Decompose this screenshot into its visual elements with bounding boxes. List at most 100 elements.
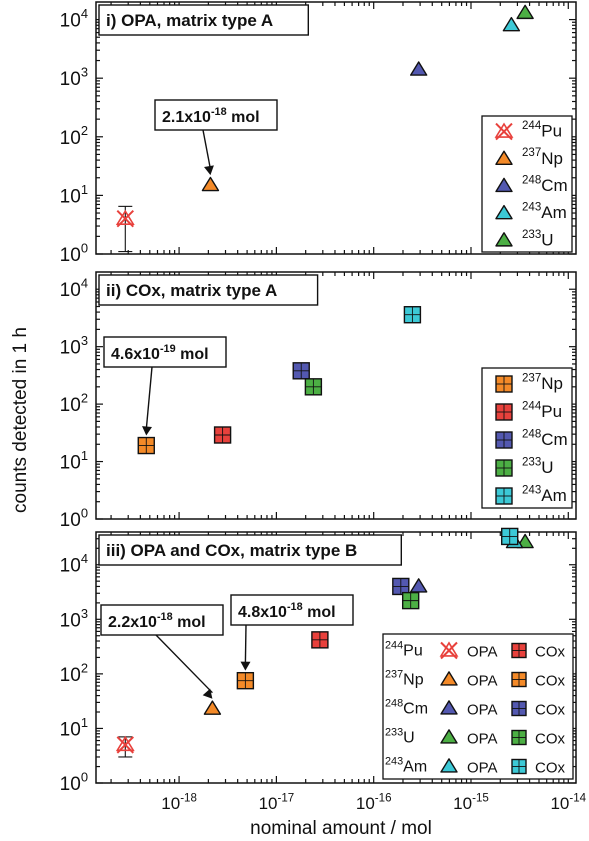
data-point-243am xyxy=(502,16,521,32)
legend-marker-u xyxy=(495,232,513,247)
data-point-233u xyxy=(516,4,534,20)
annotation-arrow-line xyxy=(202,129,212,170)
legend-marker-pu-triangle xyxy=(494,122,514,138)
legend-label-np: 237Np xyxy=(522,147,563,168)
y-tick-label: 101 xyxy=(60,448,88,474)
data-point-244pu-opa-triangle xyxy=(115,735,135,752)
legend-marker-pu-x2 xyxy=(495,122,513,141)
annotation-box xyxy=(103,336,227,368)
panel-title-text: ii) COx, matrix type A xyxy=(106,281,277,300)
x-tick-label: 10-15 xyxy=(453,792,489,813)
panels: 100 101 102 103 104 i) OPA, matrix type A 2.1x… xyxy=(60,1,587,813)
y-axis-label: counts detected in 1 h xyxy=(10,327,31,513)
legend-cox-label: COx xyxy=(535,702,566,719)
panel-title: i) OPA, matrix type A xyxy=(98,4,310,36)
y-tick-label: 100 xyxy=(60,240,88,266)
legend-opa-label: OPA xyxy=(467,644,498,661)
x-tick-label: 10-14 xyxy=(550,792,586,813)
error-bar xyxy=(118,205,133,253)
legend-label-cm: 248Cm xyxy=(522,428,568,449)
x-tick-label: 10-16 xyxy=(356,792,392,813)
y-tick-label: 102 xyxy=(60,391,88,417)
data-point-244pu-x2 xyxy=(116,210,134,228)
legend: 244Pu OPA COx 237Np OPA COx 248Cm OPA COx 233U OPA… xyxy=(382,633,574,780)
legend-marker-am xyxy=(495,204,513,220)
y-tick-label: 100 xyxy=(60,505,88,531)
annotation: 4.6x10-19 mol xyxy=(103,336,227,436)
legend-opa-label: OPA xyxy=(467,702,498,719)
legend-opa-marker-u xyxy=(440,729,458,744)
annotation-text: 4.8x10-18 mol xyxy=(238,601,336,621)
annotation-text: 2.1x10-18 mol xyxy=(162,106,260,126)
annotation: 2.1x10-18 mol xyxy=(154,99,278,176)
annotation-arrow-line xyxy=(155,634,213,694)
y-tick-label: 103 xyxy=(60,65,88,91)
annotation-arrow-head xyxy=(202,688,213,699)
data-point-248cm xyxy=(409,61,428,76)
legend-label-np: 237Np xyxy=(385,668,424,688)
panel-title-box xyxy=(98,4,310,36)
legend-cox-label: COx xyxy=(535,731,566,748)
legend-label-pu: 244Pu xyxy=(522,400,562,421)
legend-opa-label: OPA xyxy=(467,673,498,690)
data-point-244pu-triangle xyxy=(115,209,135,225)
legend-box xyxy=(382,633,574,780)
y-tick-label: 101 xyxy=(60,715,88,741)
legend-label-am: 243Am xyxy=(385,755,427,775)
legend-label-u: 233U xyxy=(385,726,415,746)
annotation-text: 4.6x10-19 mol xyxy=(111,343,209,363)
y-tick-label: 104 xyxy=(60,551,88,577)
legend-marker-np xyxy=(495,150,513,165)
y-tick-label: 104 xyxy=(60,6,88,32)
y-tick-label: 102 xyxy=(60,123,88,149)
legend-cox-label: COx xyxy=(535,673,566,690)
y-tick-label: 103 xyxy=(60,606,88,632)
plot-frame xyxy=(95,271,577,520)
legend-label-am: 243Am xyxy=(522,202,567,223)
panel-2: 100 101 102 103 104 ii) COx, matrix type A 4.6… xyxy=(60,271,577,531)
legend: 244Pu 237Np 248Cm 243Am 233U xyxy=(481,115,573,253)
annotation-arrow-head xyxy=(142,426,153,436)
panel-1: 100 101 102 103 104 i) OPA, matrix type A 2.1x… xyxy=(60,1,577,266)
annotation-box xyxy=(100,604,224,636)
legend-opa-label: OPA xyxy=(467,760,498,777)
legend-cox-label: COx xyxy=(535,644,566,661)
legend-label-cm: 248Cm xyxy=(522,174,568,195)
data-point-237np-opa xyxy=(203,700,222,715)
legend-opa-marker-am xyxy=(440,758,458,773)
legend-label-u: 233U xyxy=(522,456,554,477)
legend-label-cm: 248Cm xyxy=(385,697,428,717)
y-tick-label: 101 xyxy=(60,182,88,208)
y-tick-label: 100 xyxy=(60,769,88,795)
data-point-244pu-opa-x2 xyxy=(116,736,134,754)
y-tick-label: 104 xyxy=(60,276,88,302)
legend-opa-marker-pu-x2 xyxy=(440,641,458,660)
legend-opa-marker-np xyxy=(440,671,458,686)
panel-title-text: iii) OPA and COx, matrix type B xyxy=(106,541,357,560)
panel-title-box xyxy=(98,534,402,566)
plot-frame xyxy=(95,1,577,255)
x-axis-label: nominal amount / mol xyxy=(250,818,432,839)
panel-title-text: i) OPA, matrix type A xyxy=(106,11,273,30)
data-point-237np xyxy=(201,176,220,192)
annotation-box xyxy=(230,594,354,626)
annotation-arrow-line xyxy=(244,624,247,665)
x-tick-label: 10-18 xyxy=(161,792,197,813)
legend-label-pu: 244Pu xyxy=(385,639,423,659)
annotation-arrow-head xyxy=(204,165,214,176)
panel-title-box xyxy=(98,274,319,306)
panel-title: iii) OPA and COx, matrix type B xyxy=(98,534,402,566)
legend-opa-marker-pu-triangle xyxy=(439,641,459,657)
annotation-text: 2.2x10-18 mol xyxy=(108,611,206,631)
y-tick-label: 102 xyxy=(60,660,88,686)
legend-cox-label: COx xyxy=(535,760,566,777)
panel-3: 100 101 102 103 104 10-18 10-17 10-16 10-15 10-14… xyxy=(60,527,587,813)
legend: 237Np 244Pu 248Cm 233U 243Am xyxy=(481,367,573,509)
legend-opa-label: OPA xyxy=(467,731,498,748)
annotation-arrow-line xyxy=(145,366,153,430)
annotation: 4.8x10-18 mol xyxy=(230,594,354,671)
legend-opa-marker-cm xyxy=(440,700,458,715)
x-tick-label: 10-17 xyxy=(259,792,295,813)
legend-marker-cm xyxy=(495,177,513,193)
